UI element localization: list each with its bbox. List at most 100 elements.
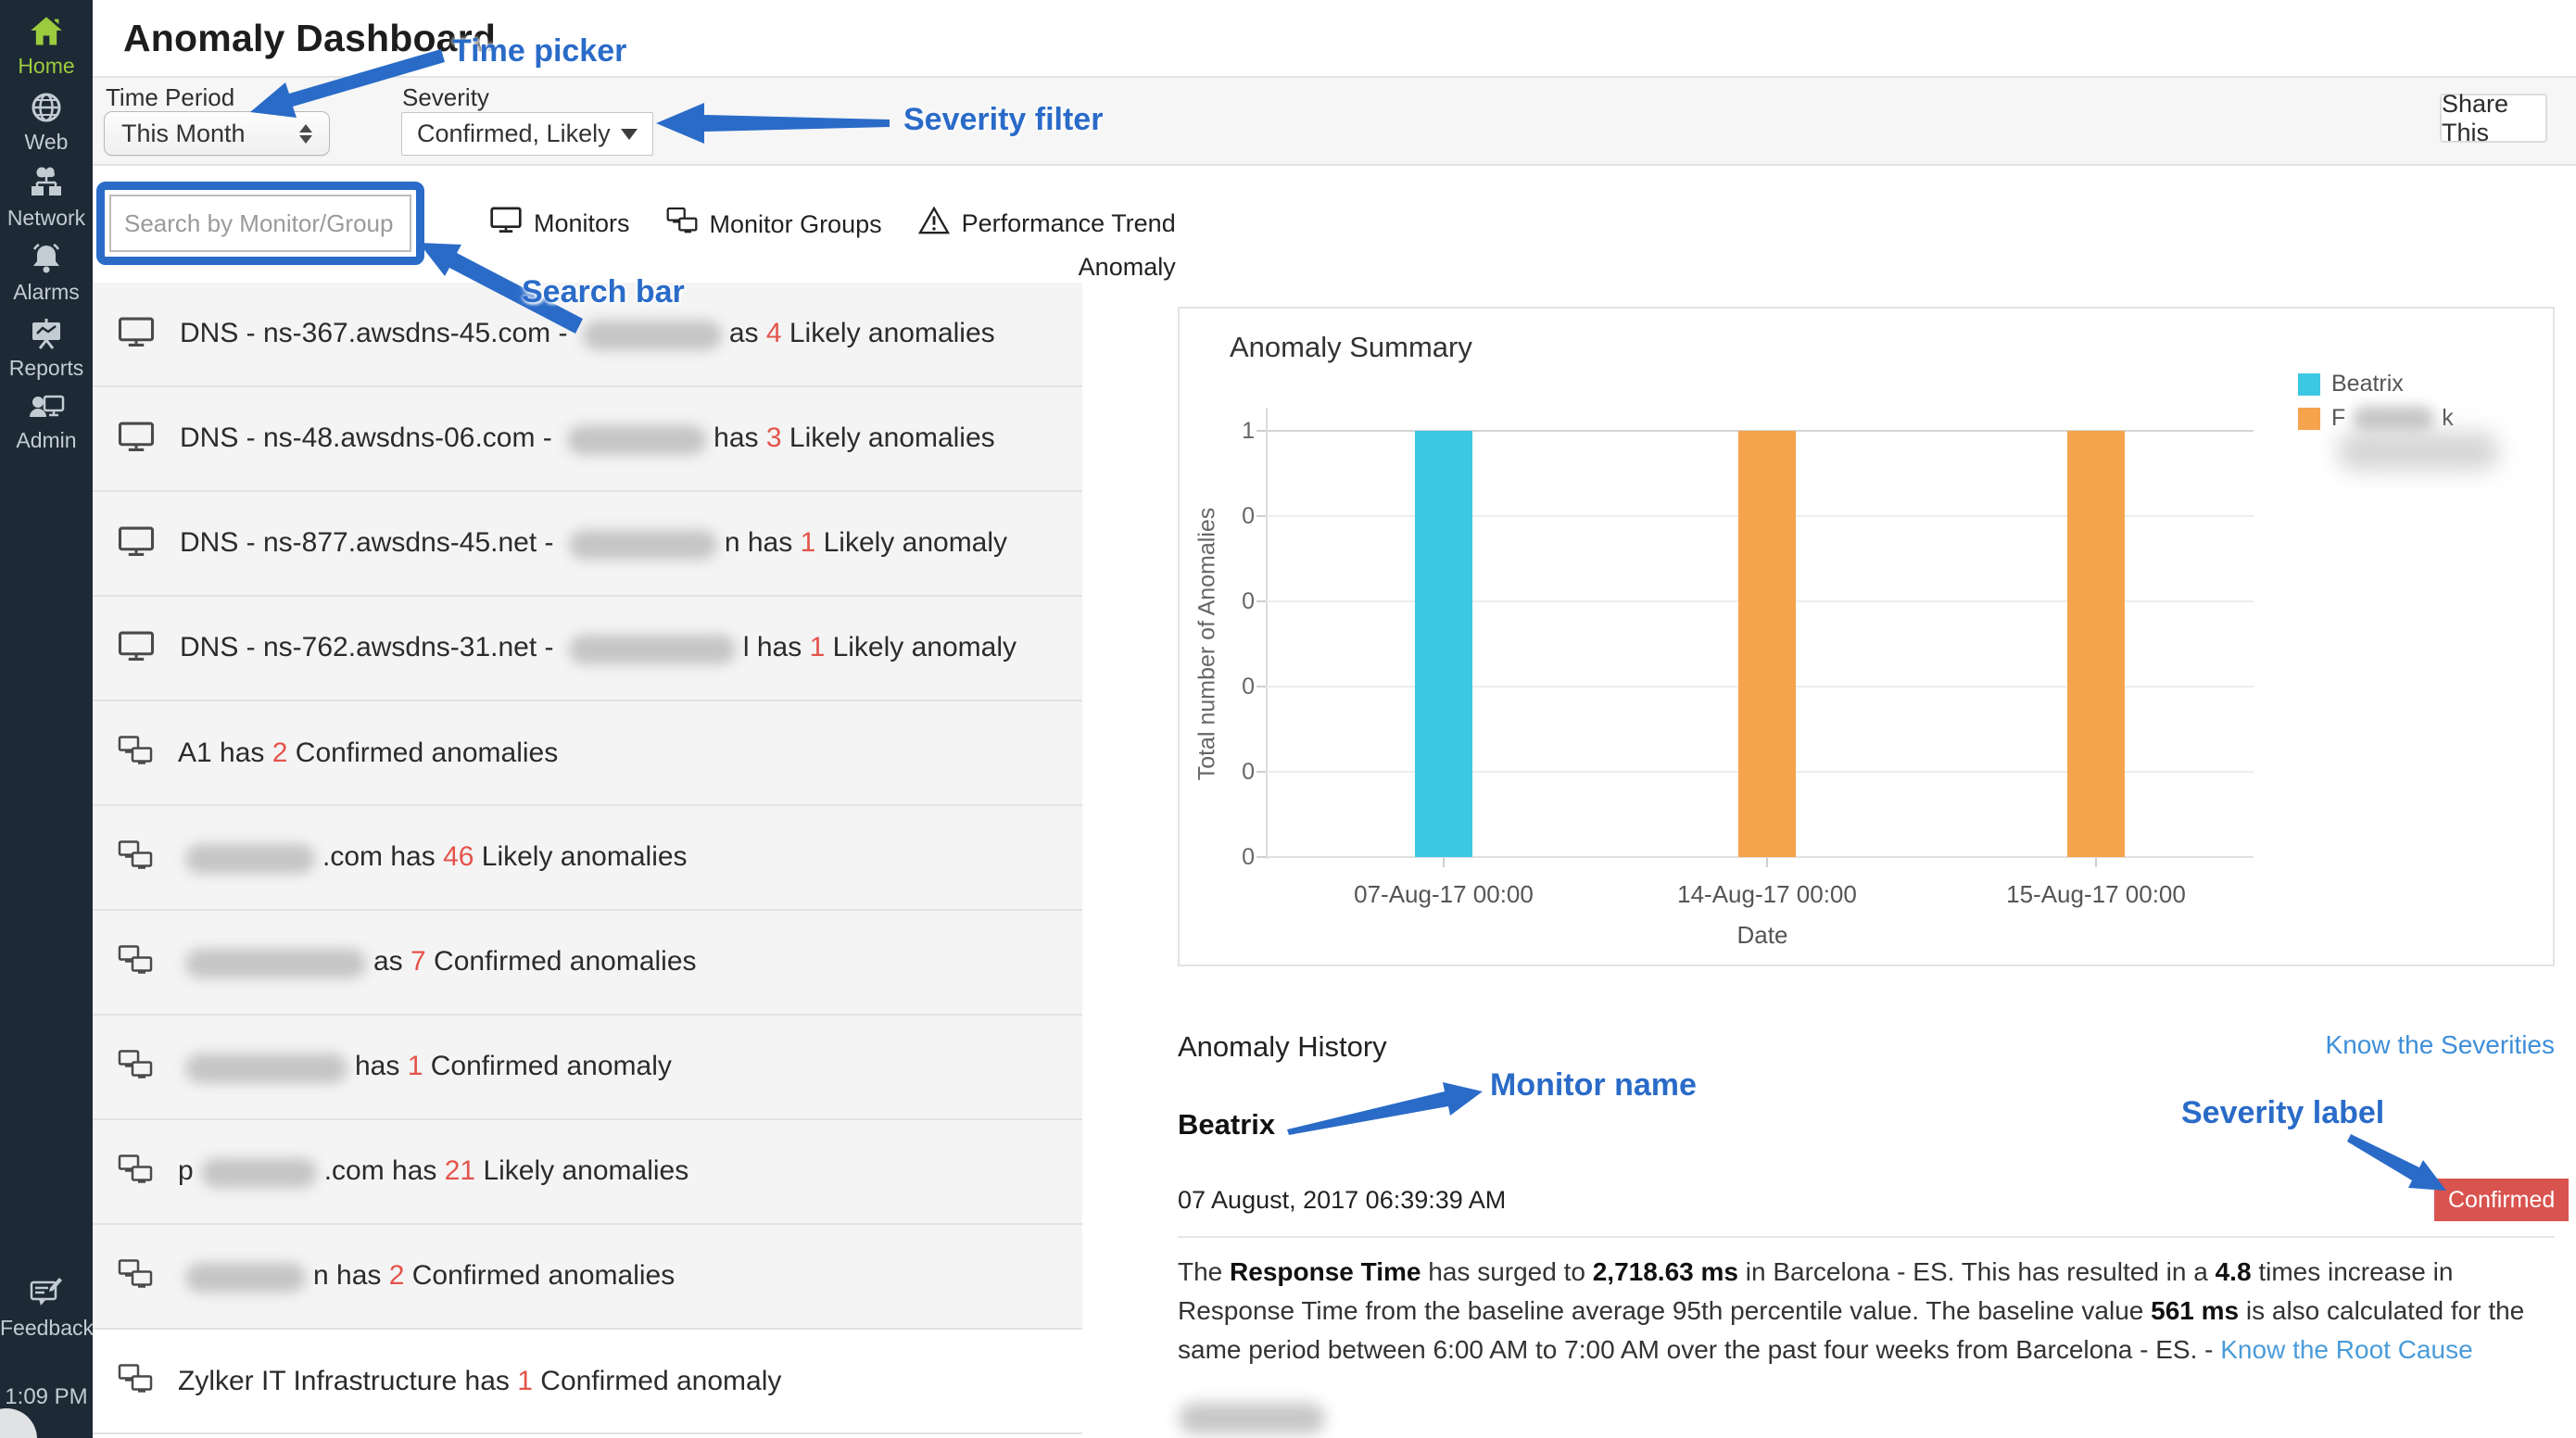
monitor-group-icon	[117, 839, 154, 877]
sidebar-item-label: Alarms	[13, 280, 80, 304]
monitor-group-icon	[117, 734, 154, 773]
share-this-button[interactable]: Share This	[2440, 90, 2547, 146]
x-tick-label: 14-Aug-17 00:00	[1677, 880, 1857, 908]
list-item[interactable]: has 1 Confirmed anomaly	[93, 1015, 1082, 1120]
monitor-group-icon	[117, 1153, 154, 1192]
list-item-text: n has 2 Confirmed anomalies	[178, 1260, 675, 1293]
select-stepper-icon	[299, 123, 312, 144]
anomaly-count: 1	[800, 527, 816, 559]
know-the-root-cause-link[interactable]: Know the Root Cause	[2220, 1335, 2473, 1364]
bar-series2-15-aug	[2067, 431, 2125, 857]
time-period-label: Time Period	[106, 83, 235, 111]
sidebar-item-label: Feedback	[0, 1316, 95, 1340]
know-the-severities-link[interactable]: Know the Severities	[2325, 1030, 2555, 1059]
annotation-severity-label: Severity label	[2181, 1095, 2385, 1130]
admin-icon	[0, 389, 93, 423]
redacted-text	[185, 843, 315, 874]
gridline-baseline	[1267, 856, 2254, 858]
list-item-text: as 7 Confirmed anomalies	[178, 946, 697, 978]
tab-monitors[interactable]: Monitors	[489, 206, 630, 241]
anomaly-description: The Response Time has surged to 2,718.63…	[1178, 1257, 2525, 1364]
list-item-text: .com has 46 Likely anomalies	[178, 841, 688, 874]
list-item[interactable]: DNS - ns-48.awsdns-06.com - has 3 Likely…	[93, 387, 1082, 492]
monitor-group-icon	[117, 1048, 154, 1087]
anomaly-count: 21	[444, 1155, 476, 1187]
reports-icon	[0, 317, 93, 350]
x-axis-title: Date	[1736, 921, 1788, 949]
list-item-text: A1 has 2 Confirmed anomalies	[178, 737, 559, 768]
chart-title: Anomaly Summary	[1230, 331, 1472, 363]
tab-monitor-groups[interactable]: Monitor Groups	[665, 206, 882, 243]
sidebar-item-label: Web	[24, 130, 69, 154]
redacted-text	[1179, 1403, 1325, 1434]
list-item[interactable]: A1 has 2 Confirmed anomalies	[93, 701, 1082, 806]
sidebar-item-label: Reports	[8, 356, 84, 380]
anomaly-count: 4	[765, 318, 782, 349]
monitor-icon	[117, 525, 156, 562]
legend-swatch	[2298, 407, 2320, 430]
list-item-text: Zylker IT Infrastructure has 1 Confirmed…	[178, 1365, 782, 1396]
anomaly-count: 3	[765, 423, 782, 454]
globe-icon	[0, 91, 93, 124]
y-tick-label: 1	[1242, 418, 1255, 444]
redacted-text	[2353, 406, 2435, 433]
sidebar-item-alarms[interactable]: Alarms	[0, 241, 93, 305]
list-item[interactable]: .com has 46 Likely anomalies	[93, 806, 1082, 911]
network-icon	[0, 165, 93, 200]
sidebar-item-admin[interactable]: Admin	[0, 389, 93, 453]
list-item-text: has 1 Confirmed anomaly	[178, 1051, 672, 1083]
list-item-text: DNS - ns-367.awsdns-45.com - as 4 Likely…	[180, 318, 995, 350]
bell-icon	[0, 241, 93, 274]
annotation-monitor-name: Monitor name	[1490, 1067, 1697, 1103]
monitor-icon	[489, 206, 523, 241]
bar-beatrix-07-aug	[1415, 431, 1472, 857]
divider	[1178, 1236, 2555, 1238]
y-tick-label: 0	[1242, 503, 1255, 529]
list-item-text: DNS - ns-877.awsdns-45.net - n has 1 Lik…	[180, 527, 1008, 560]
tab-performance-trend-anomaly[interactable]: Performance Trend Anomaly	[917, 206, 1176, 282]
feedback-icon	[0, 1275, 93, 1310]
redacted-text	[568, 634, 736, 664]
redacted-text	[200, 1157, 317, 1188]
anomaly-count: 2	[388, 1260, 405, 1292]
legend-item-beatrix[interactable]: Beatrix	[2298, 371, 2404, 397]
sidebar-item-home[interactable]: Home	[0, 15, 93, 79]
sidebar: Home Web Network Alarms Reports Admin Fe…	[0, 0, 95, 1438]
sidebar-item-feedback[interactable]: Feedback	[0, 1275, 95, 1341]
anomaly-count: 2	[271, 737, 288, 768]
y-tick-label: 0	[1242, 759, 1255, 785]
sidebar-item-network[interactable]: Network	[0, 165, 93, 231]
anomaly-count: 1	[809, 632, 826, 663]
annotation-severity-filter: Severity filter	[903, 102, 1104, 137]
list-item[interactable]: as 7 Confirmed anomalies	[93, 911, 1082, 1015]
severity-label-arrow	[2347, 1134, 2446, 1191]
list-item[interactable]: DNS - ns-877.awsdns-45.net - n has 1 Lik…	[93, 492, 1082, 597]
list-item[interactable]: Zylker IT Infrastructure has 1 Confirmed…	[93, 1330, 1082, 1434]
search-input[interactable]	[109, 195, 411, 252]
list-item[interactable]: n has 2 Confirmed anomalies	[93, 1225, 1082, 1330]
sidebar-item-reports[interactable]: Reports	[0, 317, 93, 381]
monitor-name[interactable]: Beatrix	[1178, 1108, 1276, 1141]
tab-label: Performance Trend	[961, 209, 1176, 237]
view-tabs: Monitors Monitor Groups Performance Tren…	[489, 206, 1176, 282]
y-tick-label: 0	[1242, 588, 1255, 614]
severity-badge: Confirmed	[2434, 1179, 2570, 1221]
sidebar-item-web[interactable]: Web	[0, 91, 93, 155]
y-axis-line	[1266, 408, 1268, 859]
list-item[interactable]: p .com has 21 Likely anomalies	[93, 1120, 1082, 1225]
time-period-value: This Month	[121, 119, 246, 147]
time-period-select[interactable]: This Month	[104, 111, 330, 156]
tab-label: Monitor Groups	[709, 209, 882, 238]
page-title: Anomaly Dashboard	[123, 17, 497, 59]
list-item[interactable]: DNS - ns-762.awsdns-31.net - l has 1 Lik…	[93, 597, 1082, 701]
redacted-text	[185, 948, 366, 978]
chevron-down-icon	[621, 128, 638, 140]
severity-select[interactable]: Confirmed, Likely	[401, 112, 653, 156]
redacted-smear	[2337, 432, 2499, 471]
list-item-text: p .com has 21 Likely anomalies	[178, 1155, 689, 1188]
x-tick-label: 15-Aug-17 00:00	[2006, 880, 2186, 908]
y-tick-label: 0	[1242, 844, 1255, 870]
anomaly-monitor-list: DNS - ns-367.awsdns-45.com - as 4 Likely…	[93, 283, 1082, 1434]
